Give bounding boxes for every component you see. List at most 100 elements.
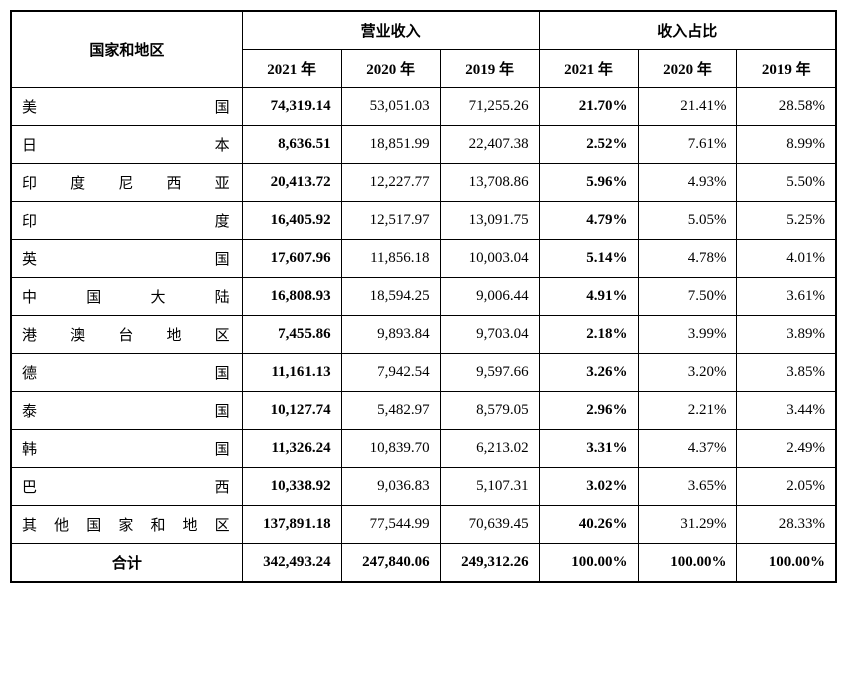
cell-region: 中国大陆 bbox=[11, 278, 242, 316]
cell-pct2021: 2.18% bbox=[539, 316, 638, 354]
cell-pct2020: 31.29% bbox=[638, 506, 737, 544]
cell-total-pct2020: 100.00% bbox=[638, 544, 737, 583]
cell-rev2019: 70,639.45 bbox=[440, 506, 539, 544]
cell-pct2021: 3.02% bbox=[539, 468, 638, 506]
cell-pct2020: 21.41% bbox=[638, 88, 737, 126]
cell-rev2020: 9,036.83 bbox=[341, 468, 440, 506]
cell-region: 美国 bbox=[11, 88, 242, 126]
cell-rev2021: 20,413.72 bbox=[242, 164, 341, 202]
cell-region: 印度 bbox=[11, 202, 242, 240]
cell-rev2019: 71,255.26 bbox=[440, 88, 539, 126]
table-row: 日本8,636.5118,851.9922,407.382.52%7.61%8.… bbox=[11, 126, 836, 164]
cell-pct2020: 2.21% bbox=[638, 392, 737, 430]
cell-rev2021: 16,405.92 bbox=[242, 202, 341, 240]
cell-rev2020: 12,227.77 bbox=[341, 164, 440, 202]
cell-rev2020: 5,482.97 bbox=[341, 392, 440, 430]
table-row: 韩国11,326.2410,839.706,213.023.31%4.37%2.… bbox=[11, 430, 836, 468]
table-row: 泰国10,127.745,482.978,579.052.96%2.21%3.4… bbox=[11, 392, 836, 430]
header-pct-2021: 2021 年 bbox=[539, 50, 638, 88]
cell-pct2020: 4.37% bbox=[638, 430, 737, 468]
cell-rev2019: 9,006.44 bbox=[440, 278, 539, 316]
cell-region: 韩国 bbox=[11, 430, 242, 468]
cell-pct2019: 3.89% bbox=[737, 316, 836, 354]
table-row: 港澳台地区7,455.869,893.849,703.042.18%3.99%3… bbox=[11, 316, 836, 354]
header-rev-2019: 2019 年 bbox=[440, 50, 539, 88]
header-pct-2019: 2019 年 bbox=[737, 50, 836, 88]
cell-rev2019: 6,213.02 bbox=[440, 430, 539, 468]
cell-pct2021: 5.96% bbox=[539, 164, 638, 202]
cell-pct2021: 3.26% bbox=[539, 354, 638, 392]
cell-rev2021: 10,127.74 bbox=[242, 392, 341, 430]
cell-rev2019: 13,091.75 bbox=[440, 202, 539, 240]
table-row: 英国17,607.9611,856.1810,003.045.14%4.78%4… bbox=[11, 240, 836, 278]
cell-total-rev2021: 342,493.24 bbox=[242, 544, 341, 583]
cell-pct2019: 5.25% bbox=[737, 202, 836, 240]
cell-region: 泰国 bbox=[11, 392, 242, 430]
cell-rev2021: 11,161.13 bbox=[242, 354, 341, 392]
cell-rev2019: 9,597.66 bbox=[440, 354, 539, 392]
header-region: 国家和地区 bbox=[11, 11, 242, 88]
cell-rev2020: 18,594.25 bbox=[341, 278, 440, 316]
header-pct-2020: 2020 年 bbox=[638, 50, 737, 88]
cell-rev2019: 9,703.04 bbox=[440, 316, 539, 354]
cell-pct2020: 3.99% bbox=[638, 316, 737, 354]
cell-pct2019: 3.61% bbox=[737, 278, 836, 316]
cell-pct2019: 2.49% bbox=[737, 430, 836, 468]
cell-rev2020: 7,942.54 bbox=[341, 354, 440, 392]
cell-total-pct2019: 100.00% bbox=[737, 544, 836, 583]
cell-pct2019: 8.99% bbox=[737, 126, 836, 164]
cell-rev2020: 18,851.99 bbox=[341, 126, 440, 164]
cell-pct2021: 40.26% bbox=[539, 506, 638, 544]
cell-pct2021: 21.70% bbox=[539, 88, 638, 126]
cell-rev2021: 74,319.14 bbox=[242, 88, 341, 126]
cell-rev2019: 22,407.38 bbox=[440, 126, 539, 164]
cell-rev2020: 9,893.84 bbox=[341, 316, 440, 354]
table-body: 美国74,319.1453,051.0371,255.2621.70%21.41… bbox=[11, 88, 836, 583]
cell-pct2019: 4.01% bbox=[737, 240, 836, 278]
cell-rev2021: 16,808.93 bbox=[242, 278, 341, 316]
cell-pct2020: 7.61% bbox=[638, 126, 737, 164]
cell-pct2019: 28.33% bbox=[737, 506, 836, 544]
table-row: 德国11,161.137,942.549,597.663.26%3.20%3.8… bbox=[11, 354, 836, 392]
cell-region: 巴西 bbox=[11, 468, 242, 506]
cell-rev2020: 77,544.99 bbox=[341, 506, 440, 544]
cell-pct2019: 3.44% bbox=[737, 392, 836, 430]
table-row-total: 合计342,493.24247,840.06249,312.26100.00%1… bbox=[11, 544, 836, 583]
table-row: 其他国家和地区137,891.1877,544.9970,639.4540.26… bbox=[11, 506, 836, 544]
revenue-by-region-table: 国家和地区 营业收入 收入占比 2021 年 2020 年 2019 年 202… bbox=[10, 10, 837, 583]
cell-rev2020: 53,051.03 bbox=[341, 88, 440, 126]
cell-rev2019: 5,107.31 bbox=[440, 468, 539, 506]
cell-rev2019: 8,579.05 bbox=[440, 392, 539, 430]
cell-pct2021: 3.31% bbox=[539, 430, 638, 468]
cell-total-pct2021: 100.00% bbox=[539, 544, 638, 583]
cell-total-label: 合计 bbox=[11, 544, 242, 583]
cell-pct2020: 4.78% bbox=[638, 240, 737, 278]
table-row: 美国74,319.1453,051.0371,255.2621.70%21.41… bbox=[11, 88, 836, 126]
header-revenue-group: 营业收入 bbox=[242, 11, 539, 50]
cell-rev2019: 10,003.04 bbox=[440, 240, 539, 278]
cell-total-rev2020: 247,840.06 bbox=[341, 544, 440, 583]
cell-pct2020: 5.05% bbox=[638, 202, 737, 240]
cell-region: 其他国家和地区 bbox=[11, 506, 242, 544]
cell-rev2020: 11,856.18 bbox=[341, 240, 440, 278]
table-row: 印度16,405.9212,517.9713,091.754.79%5.05%5… bbox=[11, 202, 836, 240]
cell-rev2021: 137,891.18 bbox=[242, 506, 341, 544]
cell-region: 英国 bbox=[11, 240, 242, 278]
cell-total-rev2019: 249,312.26 bbox=[440, 544, 539, 583]
cell-rev2021: 17,607.96 bbox=[242, 240, 341, 278]
cell-rev2021: 11,326.24 bbox=[242, 430, 341, 468]
cell-pct2021: 4.79% bbox=[539, 202, 638, 240]
header-rev-2021: 2021 年 bbox=[242, 50, 341, 88]
table-row: 印度尼西亚20,413.7212,227.7713,708.865.96%4.9… bbox=[11, 164, 836, 202]
header-rev-2020: 2020 年 bbox=[341, 50, 440, 88]
cell-pct2021: 5.14% bbox=[539, 240, 638, 278]
table-row: 巴西10,338.929,036.835,107.313.02%3.65%2.0… bbox=[11, 468, 836, 506]
cell-region: 日本 bbox=[11, 126, 242, 164]
cell-region: 印度尼西亚 bbox=[11, 164, 242, 202]
cell-pct2021: 4.91% bbox=[539, 278, 638, 316]
cell-rev2019: 13,708.86 bbox=[440, 164, 539, 202]
cell-pct2019: 2.05% bbox=[737, 468, 836, 506]
cell-rev2020: 10,839.70 bbox=[341, 430, 440, 468]
cell-pct2021: 2.52% bbox=[539, 126, 638, 164]
header-share-group: 收入占比 bbox=[539, 11, 836, 50]
